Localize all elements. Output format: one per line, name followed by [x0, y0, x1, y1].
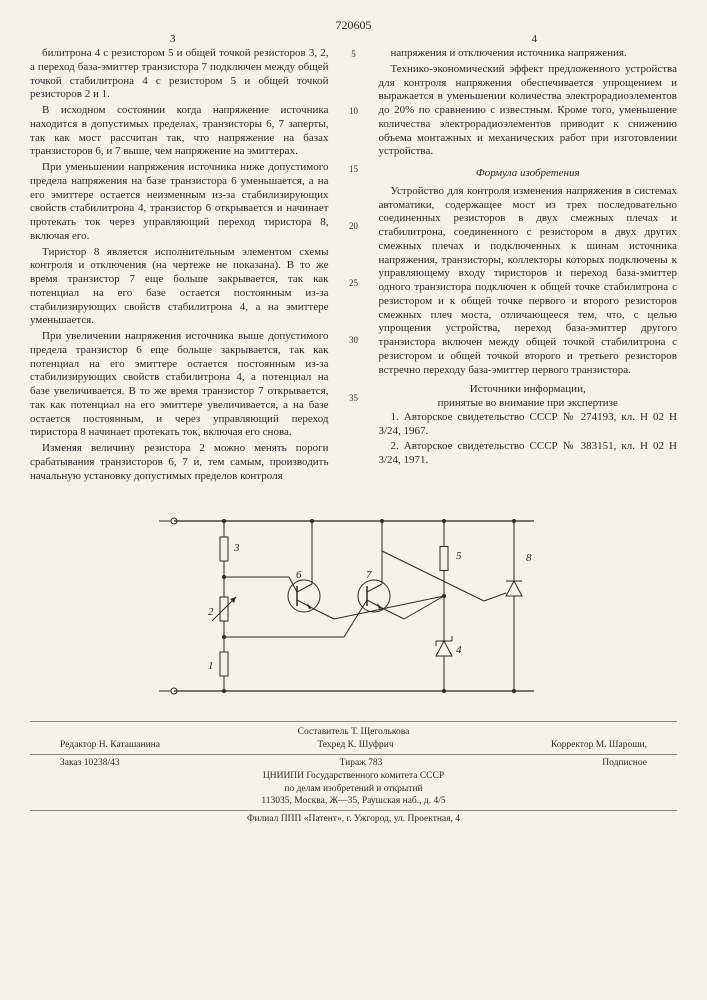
footer-techred: Техред К. Шуфрич	[317, 739, 393, 752]
svg-text:1: 1	[208, 660, 214, 672]
body-paragraph: Тиристор 8 является исполнительным элеме…	[30, 246, 329, 329]
footer-editor: Редактор Н. Каташанина	[60, 739, 160, 752]
line-number: 5	[347, 49, 361, 60]
footer-block: Составитель Т. Щеголькова Редактор Н. Ка…	[30, 721, 677, 826]
svg-text:2: 2	[208, 606, 214, 618]
svg-text:5: 5	[456, 550, 462, 562]
formula-paragraph: Устройство для контроля изменения напряж…	[379, 185, 678, 378]
footer-org: ЦНИИПИ Государственного комитета СССРпо …	[30, 770, 677, 796]
svg-text:6: 6	[296, 569, 302, 581]
line-number-gutter: 5 10 15 20 25 30 35	[347, 47, 361, 485]
line-number: 10	[347, 106, 361, 117]
right-column: напряжения и отключения источника напряж…	[379, 47, 678, 485]
svg-text:4: 4	[456, 644, 462, 656]
footer-order: Заказ 10238/43	[60, 757, 120, 770]
footer-tirage: Тираж 783	[340, 757, 383, 770]
body-paragraph: При уменьшении напряжения источника ниже…	[30, 161, 329, 244]
source-reference: 2. Авторское свидетельство СССР № 383151…	[379, 440, 678, 468]
text-columns: 3 4 билитрона 4 с резистором 5 и общей т…	[30, 47, 677, 485]
line-number: 15	[347, 164, 361, 175]
body-paragraph: В исходном состоянии когда напряжение ис…	[30, 104, 329, 159]
body-paragraph: Изменяя величину резистора 2 можно менят…	[30, 442, 329, 483]
footer-corrector: Корректор М. Шароши,	[551, 739, 647, 752]
line-number: 25	[347, 278, 361, 289]
footer-subscription: Подписное	[602, 757, 647, 770]
body-paragraph: билитрона 4 с резистором 5 и общей точко…	[30, 47, 329, 102]
footer-branch: Филиал ППП «Патент», г. Ужгород, ул. Про…	[30, 813, 677, 826]
footer-address: 113035, Москва, Ж—35, Раушская наб., д. …	[30, 795, 677, 808]
sources-title: Источники информации,принятые во внимани…	[379, 383, 678, 411]
formula-title: Формула изобретения	[379, 167, 678, 181]
left-column: билитрона 4 с резистором 5 и общей точко…	[30, 47, 329, 485]
body-paragraph: Технико-экономический эффект предложенно…	[379, 63, 678, 159]
line-number: 20	[347, 221, 361, 232]
svg-text:7: 7	[366, 569, 372, 581]
page-number-right: 4	[532, 33, 538, 47]
line-number: 35	[347, 393, 361, 404]
line-number: 30	[347, 335, 361, 346]
patent-number: 720605	[30, 18, 677, 33]
page-number-left: 3	[170, 33, 176, 47]
source-reference: 1. Авторское свидетельство СССР № 274193…	[379, 411, 678, 439]
circuit-diagram: 3 2 1 5 4 6 7 8	[144, 501, 564, 711]
svg-text:3: 3	[233, 542, 240, 554]
footer-compiler: Составитель Т. Щеголькова	[30, 726, 677, 739]
svg-text:8: 8	[526, 552, 532, 564]
body-paragraph: При увеличении напряжения источника выше…	[30, 330, 329, 440]
body-paragraph: напряжения и отключения источника напряж…	[379, 47, 678, 61]
